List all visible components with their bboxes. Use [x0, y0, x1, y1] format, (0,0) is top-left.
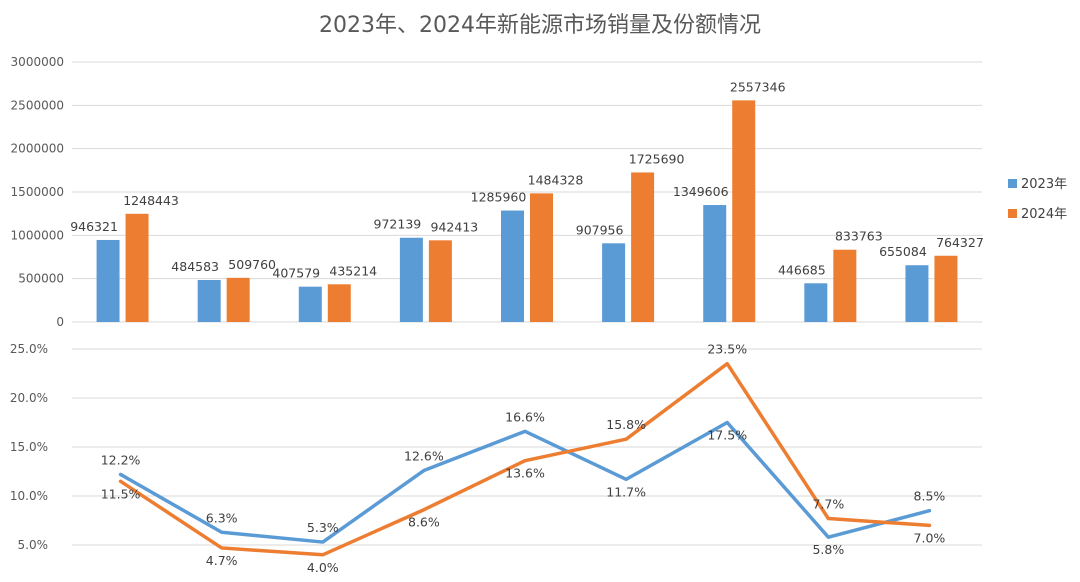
line-data-label: 7.0% [914, 530, 946, 545]
bar-data-label: 1484328 [528, 172, 584, 187]
line-data-label: 11.7% [606, 484, 646, 499]
bar-data-label: 764327 [936, 235, 984, 250]
bar-data-label: 942413 [431, 219, 479, 234]
bar-2023 [905, 265, 929, 322]
line-data-label: 6.3% [206, 510, 238, 525]
line-data-label: 4.7% [206, 553, 238, 568]
bar-data-label: 1349606 [673, 184, 729, 199]
legend-label: 2023年 [1021, 177, 1067, 192]
bar-2023 [197, 280, 221, 322]
bar-y-tick-label: 1000000 [11, 228, 64, 242]
line-data-label: 13.6% [505, 466, 545, 481]
bar-data-label: 446685 [778, 262, 826, 277]
bar-y-tick-label: 0 [56, 315, 64, 329]
line-y-tick-label: 20.0% [10, 391, 48, 405]
bar-data-label: 1725690 [629, 151, 685, 166]
share-line-2024 [118, 361, 932, 557]
bar-data-label: 509760 [228, 257, 276, 272]
line-y-tick-label: 5.0% [18, 538, 49, 552]
share-line-2023 [118, 420, 932, 544]
bar-2023 [399, 237, 423, 322]
bar-2023 [804, 283, 828, 322]
bar-data-label: 907956 [576, 222, 624, 237]
line-data-label: 7.7% [812, 497, 844, 512]
line-y-tick-label: 25.0% [10, 342, 48, 356]
bar-y-tick-label: 1500000 [11, 185, 64, 199]
line-y-tick-label: 10.0% [10, 489, 48, 503]
line-data-label: 5.8% [812, 542, 844, 557]
line-data-label: 23.5% [707, 342, 747, 357]
line-data-label: 8.5% [914, 489, 946, 504]
line-data-label: 12.2% [101, 452, 141, 467]
bar-data-label: 833763 [835, 229, 883, 244]
line-data-label: 8.6% [408, 515, 440, 530]
line-data-label: 15.8% [606, 417, 646, 432]
line-data-label: 17.5% [707, 428, 747, 443]
bar-2024 [631, 172, 655, 322]
line-data-label: 4.0% [307, 560, 339, 575]
bar-2024 [428, 240, 452, 322]
line-data-label: 5.3% [307, 520, 339, 535]
bar-2024 [833, 249, 857, 322]
line-y-tick-label: 15.0% [10, 440, 48, 454]
chart-title: 2023年、2024年新能源市场销量及份额情况 [319, 13, 761, 38]
bar-data-label: 1248443 [123, 193, 179, 208]
bar-data-label: 972139 [374, 217, 422, 232]
bar-2023 [703, 205, 727, 322]
legend-swatch [1008, 209, 1017, 218]
bar-2023 [96, 239, 120, 322]
line-data-label: 11.5% [101, 486, 141, 501]
bar-y-tick-label: 2500000 [11, 98, 64, 112]
bar-data-label: 435214 [329, 263, 377, 278]
bar-2024 [226, 277, 250, 322]
bar-2024 [125, 213, 149, 322]
legend-label: 2024年 [1021, 207, 1067, 222]
bar-2023 [298, 286, 322, 322]
bar-2023 [602, 243, 626, 322]
bar-2024 [327, 284, 351, 322]
bar-2024 [732, 100, 756, 323]
bar-y-tick-label: 3000000 [11, 55, 64, 69]
bar-y-tick-label: 2000000 [11, 142, 64, 156]
bar-2024 [530, 193, 553, 322]
legend-swatch [1008, 179, 1017, 188]
bar-data-label: 2557346 [730, 79, 786, 94]
bar-2023 [501, 210, 524, 322]
bar-y-tick-label: 500000 [18, 272, 64, 286]
line-data-label: 12.6% [404, 449, 444, 464]
bar-data-label: 655084 [879, 244, 927, 259]
bar-data-label: 484583 [171, 259, 219, 274]
bar-2024 [934, 255, 958, 322]
bar-data-label: 1285960 [471, 190, 527, 205]
bar-data-label: 946321 [70, 219, 118, 234]
line-data-label: 16.6% [505, 409, 545, 424]
bar-data-label: 407579 [272, 266, 320, 281]
